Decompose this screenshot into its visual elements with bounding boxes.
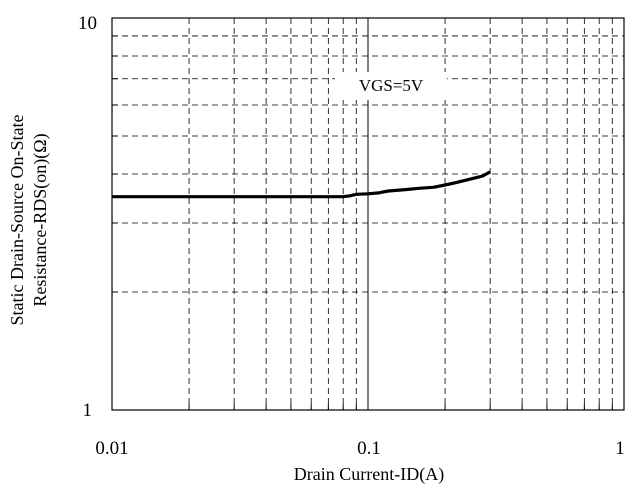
x-tick-label-1: 0.1 (357, 438, 381, 459)
series-line (112, 170, 491, 199)
x-tick-label-2: 1 (615, 438, 625, 459)
y-tick-label-1: 10 (78, 13, 97, 34)
y-tick-label-0: 1 (83, 400, 93, 421)
annotation-box (335, 72, 447, 100)
x-axis-title: Drain Current-ID(A) (294, 464, 444, 485)
y-axis-title-line1: Static Drain-Source On-State (7, 115, 27, 326)
annotation-vgs: VGS=5V (359, 76, 424, 95)
x-tick-label-0: 0.01 (95, 438, 128, 459)
y-axis-title-line2: Resistance-RDS(on)(Ω) (30, 133, 51, 306)
axis-ticks (112, 35, 613, 410)
